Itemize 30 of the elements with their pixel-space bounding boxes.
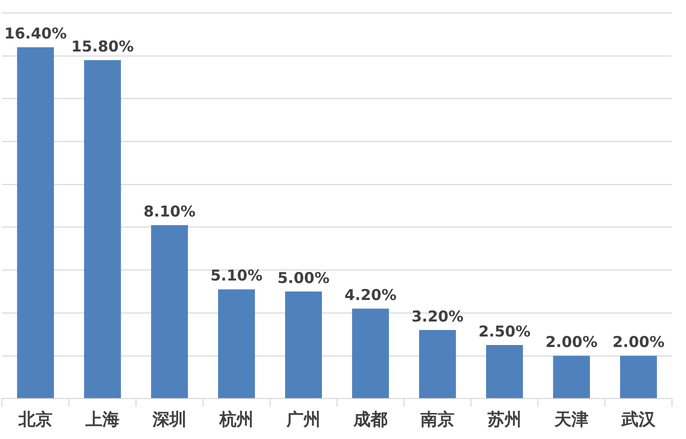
data-label: 2.00%	[545, 333, 598, 352]
data-label: 2.00%	[612, 333, 665, 352]
x-tick-label: 南京	[420, 410, 454, 430]
bar	[352, 308, 389, 398]
x-tick-label: 深圳	[152, 410, 186, 430]
bar	[486, 345, 523, 398]
data-label: 5.00%	[277, 268, 330, 287]
data-label: 8.10%	[143, 202, 196, 220]
bar	[285, 291, 322, 398]
bar	[419, 330, 456, 398]
x-tick-label: 杭州	[218, 410, 254, 430]
x-tick-label: 天津	[554, 410, 588, 430]
data-label: 15.80%	[71, 38, 134, 56]
data-label: 4.20%	[344, 286, 397, 304]
x-tick-label: 广州	[286, 410, 320, 430]
x-tick-label: 上海	[84, 410, 120, 430]
x-tick-label: 成都	[352, 410, 388, 430]
bar	[218, 289, 255, 398]
data-label: 2.50%	[478, 322, 531, 340]
bar	[151, 225, 188, 398]
bar	[553, 356, 590, 398]
data-label: 3.20%	[411, 307, 464, 326]
data-label: 5.10%	[210, 266, 263, 285]
bar	[17, 47, 54, 398]
bar	[84, 60, 121, 398]
x-tick-label: 北京	[18, 410, 52, 430]
bar	[620, 356, 657, 398]
x-tick-label: 苏州	[486, 410, 522, 430]
x-tick-label: 武汉	[620, 410, 656, 430]
data-label: 16.40%	[4, 24, 67, 43]
